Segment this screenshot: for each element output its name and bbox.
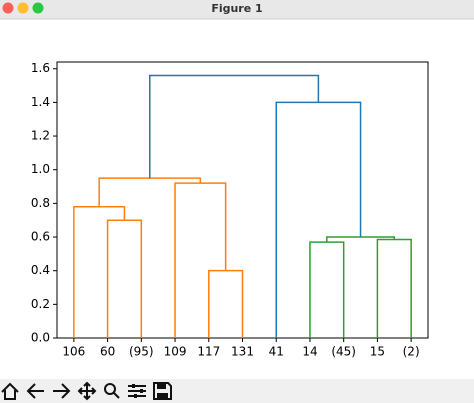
- y-tick-label: 0.2: [31, 297, 50, 311]
- zoom-rect-button[interactable]: [104, 383, 120, 399]
- configure-button[interactable]: [128, 384, 146, 398]
- dendrogram-link: [149, 74, 320, 179]
- dendrogram-link: [73, 205, 126, 338]
- y-tick-label: 1.4: [31, 95, 50, 109]
- minimize-button[interactable]: [17, 2, 29, 14]
- y-tick-label: 0.4: [31, 263, 50, 277]
- plot: 0.0 0.2 0.4 0.6 0.8 1.0 1.2 1.4 1.6 106 60 (95) 109 1…: [31, 61, 420, 358]
- y-tick-label: 0.8: [31, 196, 50, 210]
- leaf-label: 14: [302, 345, 317, 359]
- leaf-label: 106: [62, 345, 85, 359]
- dendrogram-link: [208, 269, 244, 338]
- leaf-label: (2): [403, 345, 420, 359]
- dendrogram-link: [376, 238, 412, 338]
- leaf-label: 15: [370, 345, 385, 359]
- zoom-button[interactable]: [32, 2, 44, 14]
- dendrogram-link: [98, 177, 202, 207]
- back-button[interactable]: [26, 383, 44, 399]
- y-tick-label: 0.0: [31, 331, 50, 345]
- leaf-label: 117: [197, 345, 220, 359]
- close-button[interactable]: [2, 2, 14, 14]
- dendrogram-link: [174, 182, 227, 338]
- y-tick-label: 1.2: [31, 129, 50, 143]
- leaf-label: 109: [164, 345, 187, 359]
- home-button[interactable]: [1, 382, 19, 400]
- toolbar: [0, 379, 474, 403]
- y-tick-label: 0.6: [31, 230, 50, 244]
- forward-button[interactable]: [53, 383, 71, 399]
- leaf-label: 41: [269, 345, 284, 359]
- title-bar: [0, 0, 474, 19]
- save-button[interactable]: [153, 382, 172, 400]
- leaf-label: 60: [100, 345, 115, 359]
- pan-button[interactable]: [77, 381, 97, 401]
- y-tick-label: 1.0: [31, 162, 50, 176]
- y-tick-label: 1.6: [31, 61, 50, 75]
- leaf-label: 131: [231, 345, 254, 359]
- window-title: Figure 1: [211, 2, 262, 15]
- leaf-label: (45): [331, 345, 356, 359]
- leaf-label: (95): [129, 345, 154, 359]
